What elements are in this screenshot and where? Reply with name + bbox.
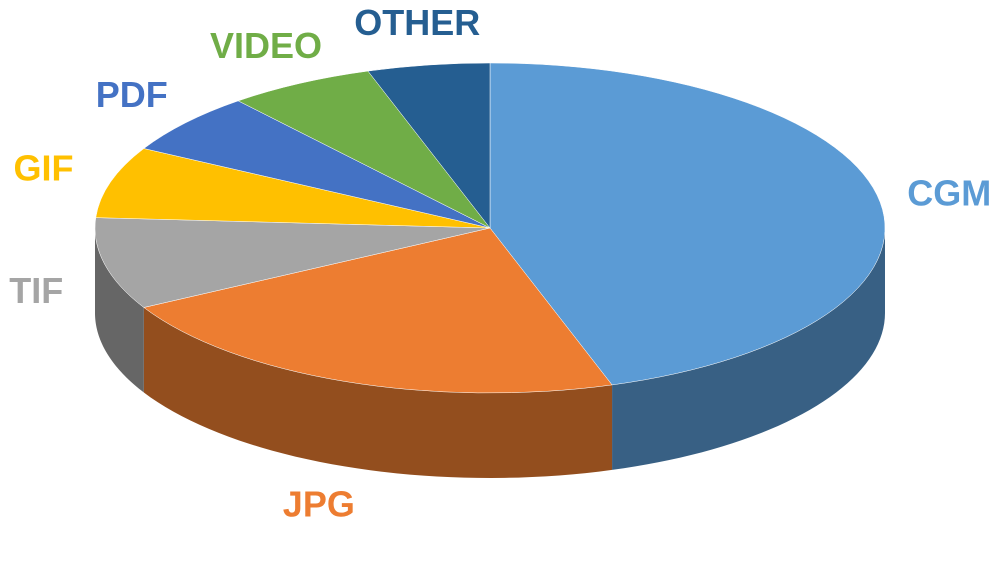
- slice-label: TIF: [9, 270, 63, 311]
- slice: [143, 227, 613, 394]
- slice: [489, 62, 886, 386]
- slice: [95, 148, 491, 229]
- slice-label: OTHER: [354, 2, 480, 43]
- slice-label: VIDEO: [210, 25, 322, 66]
- slice: [94, 217, 491, 308]
- slice-label: CGM: [907, 172, 989, 213]
- slice-side: [143, 307, 613, 478]
- slice-label: PDF: [96, 74, 168, 115]
- slice-label: GIF: [13, 147, 73, 188]
- slice: [237, 70, 491, 229]
- slice: [143, 100, 491, 229]
- slice: [367, 62, 491, 229]
- slice-side: [612, 228, 885, 470]
- slice-label: JPG: [283, 483, 355, 524]
